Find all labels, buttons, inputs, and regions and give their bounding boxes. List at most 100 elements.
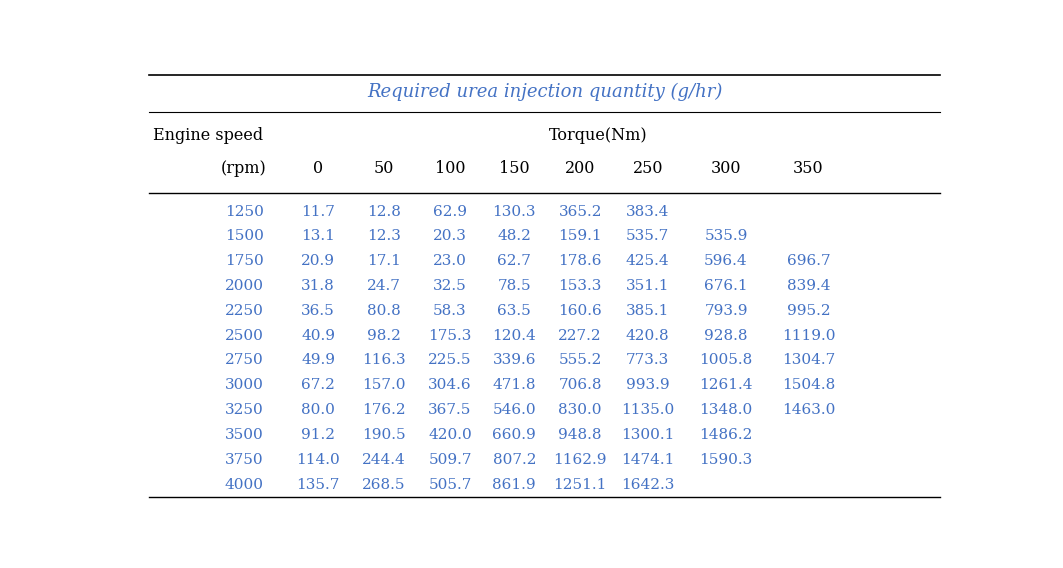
- Text: 98.2: 98.2: [367, 329, 401, 343]
- Text: 596.4: 596.4: [704, 254, 748, 268]
- Text: 1590.3: 1590.3: [699, 453, 753, 467]
- Text: Engine speed: Engine speed: [153, 127, 264, 144]
- Text: 1500: 1500: [224, 229, 264, 244]
- Text: 20.9: 20.9: [301, 254, 335, 268]
- Text: 546.0: 546.0: [492, 403, 536, 417]
- Text: 67.2: 67.2: [301, 378, 335, 392]
- Text: 1474.1: 1474.1: [621, 453, 674, 467]
- Text: 793.9: 793.9: [705, 304, 747, 318]
- Text: 995.2: 995.2: [787, 304, 830, 318]
- Text: 2500: 2500: [224, 329, 264, 343]
- Text: 36.5: 36.5: [302, 304, 335, 318]
- Text: 50: 50: [374, 160, 394, 177]
- Text: 535.7: 535.7: [626, 229, 670, 244]
- Text: 20.3: 20.3: [433, 229, 467, 244]
- Text: 555.2: 555.2: [558, 353, 602, 367]
- Text: 135.7: 135.7: [297, 478, 340, 491]
- Text: 339.6: 339.6: [492, 353, 536, 367]
- Text: 1162.9: 1162.9: [554, 453, 607, 467]
- Text: 420.0: 420.0: [428, 428, 472, 442]
- Text: 176.2: 176.2: [362, 403, 406, 417]
- Text: 4000: 4000: [224, 478, 264, 491]
- Text: 304.6: 304.6: [428, 378, 472, 392]
- Text: 13.1: 13.1: [301, 229, 335, 244]
- Text: 24.7: 24.7: [367, 279, 401, 293]
- Text: 1750: 1750: [224, 254, 264, 268]
- Text: 807.2: 807.2: [492, 453, 536, 467]
- Text: 100: 100: [435, 160, 466, 177]
- Text: 1486.2: 1486.2: [699, 428, 753, 442]
- Text: 31.8: 31.8: [302, 279, 335, 293]
- Text: 12.3: 12.3: [367, 229, 401, 244]
- Text: 17.1: 17.1: [367, 254, 401, 268]
- Text: 350: 350: [793, 160, 824, 177]
- Text: 150: 150: [499, 160, 529, 177]
- Text: 948.8: 948.8: [558, 428, 602, 442]
- Text: 49.9: 49.9: [301, 353, 335, 367]
- Text: 80.8: 80.8: [368, 304, 401, 318]
- Text: 839.4: 839.4: [787, 279, 830, 293]
- Text: 91.2: 91.2: [301, 428, 335, 442]
- Text: 178.6: 178.6: [558, 254, 602, 268]
- Text: 160.6: 160.6: [558, 304, 602, 318]
- Text: 471.8: 471.8: [492, 378, 536, 392]
- Text: 773.3: 773.3: [626, 353, 670, 367]
- Text: 2250: 2250: [224, 304, 264, 318]
- Text: 1304.7: 1304.7: [781, 353, 836, 367]
- Text: 676.1: 676.1: [704, 279, 748, 293]
- Text: 3250: 3250: [224, 403, 264, 417]
- Text: 153.3: 153.3: [558, 279, 602, 293]
- Text: 3750: 3750: [224, 453, 264, 467]
- Text: (rpm): (rpm): [221, 160, 267, 177]
- Text: 62.9: 62.9: [433, 204, 467, 219]
- Text: 830.0: 830.0: [558, 403, 602, 417]
- Text: 365.2: 365.2: [558, 204, 602, 219]
- Text: 1642.3: 1642.3: [621, 478, 674, 491]
- Text: 509.7: 509.7: [428, 453, 472, 467]
- Text: 385.1: 385.1: [626, 304, 670, 318]
- Text: 78.5: 78.5: [497, 279, 532, 293]
- Text: 696.7: 696.7: [787, 254, 830, 268]
- Text: 114.0: 114.0: [297, 453, 340, 467]
- Text: 1119.0: 1119.0: [781, 329, 836, 343]
- Text: 200: 200: [566, 160, 595, 177]
- Text: 120.4: 120.4: [492, 329, 536, 343]
- Text: 116.3: 116.3: [362, 353, 406, 367]
- Text: 993.9: 993.9: [626, 378, 670, 392]
- Text: 1348.0: 1348.0: [699, 403, 753, 417]
- Text: 2000: 2000: [224, 279, 264, 293]
- Text: 1463.0: 1463.0: [781, 403, 836, 417]
- Text: 1504.8: 1504.8: [781, 378, 836, 392]
- Text: 3500: 3500: [224, 428, 264, 442]
- Text: 58.3: 58.3: [434, 304, 467, 318]
- Text: 383.4: 383.4: [626, 204, 670, 219]
- Text: 159.1: 159.1: [558, 229, 602, 244]
- Text: 1261.4: 1261.4: [699, 378, 753, 392]
- Text: 225.5: 225.5: [428, 353, 472, 367]
- Text: 80.0: 80.0: [301, 403, 335, 417]
- Text: 351.1: 351.1: [626, 279, 670, 293]
- Text: 505.7: 505.7: [428, 478, 472, 491]
- Text: 367.5: 367.5: [428, 403, 472, 417]
- Text: 1251.1: 1251.1: [554, 478, 607, 491]
- Text: 928.8: 928.8: [705, 329, 747, 343]
- Text: 1135.0: 1135.0: [621, 403, 674, 417]
- Text: 12.8: 12.8: [367, 204, 401, 219]
- Text: 3000: 3000: [224, 378, 264, 392]
- Text: 300: 300: [711, 160, 741, 177]
- Text: 2750: 2750: [224, 353, 264, 367]
- Text: 62.7: 62.7: [497, 254, 532, 268]
- Text: 63.5: 63.5: [497, 304, 532, 318]
- Text: 130.3: 130.3: [492, 204, 536, 219]
- Text: 250: 250: [632, 160, 663, 177]
- Text: 1005.8: 1005.8: [699, 353, 753, 367]
- Text: 1250: 1250: [224, 204, 264, 219]
- Text: 1300.1: 1300.1: [621, 428, 674, 442]
- Text: 175.3: 175.3: [428, 329, 472, 343]
- Text: 227.2: 227.2: [558, 329, 602, 343]
- Text: 11.7: 11.7: [301, 204, 335, 219]
- Text: 23.0: 23.0: [433, 254, 467, 268]
- Text: 48.2: 48.2: [497, 229, 532, 244]
- Text: 268.5: 268.5: [362, 478, 406, 491]
- Text: 420.8: 420.8: [626, 329, 670, 343]
